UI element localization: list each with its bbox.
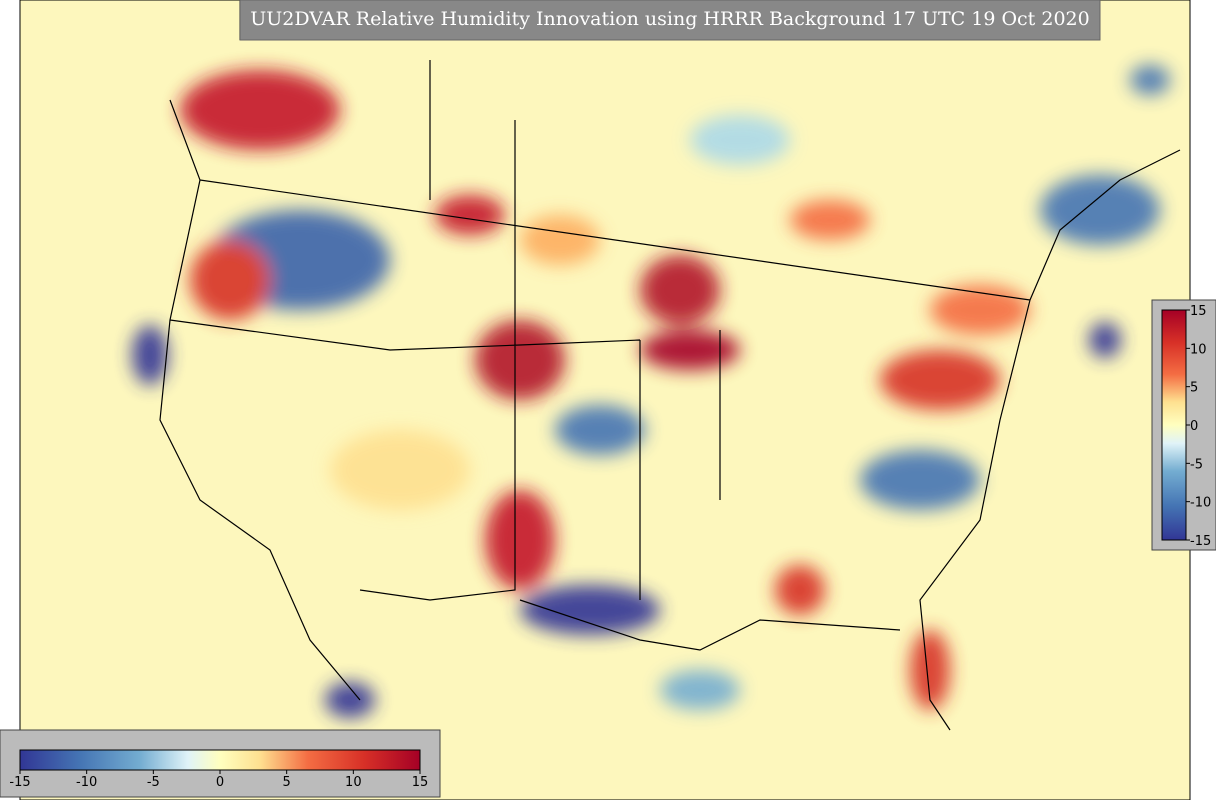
- tick-label: 15: [412, 775, 429, 790]
- boundaries: [159, 0, 1181, 731]
- humidity-field: [132, 65, 1170, 718]
- map-title: UU2DVAR Relative Humidity Innovation usi…: [250, 8, 1089, 30]
- colorbar: [19, 749, 421, 771]
- tick-label: 15: [1190, 304, 1207, 319]
- tick-label: -10: [76, 775, 97, 790]
- tick-label: -5: [1190, 457, 1203, 472]
- title-box: [239, 0, 1101, 41]
- tick-label: -10: [1190, 496, 1211, 511]
- tick-label: -15: [1190, 534, 1211, 549]
- tick-label: 5: [1190, 381, 1198, 396]
- colorbar: [1161, 309, 1187, 541]
- tick-label: -5: [147, 775, 160, 790]
- tick-label: 10: [345, 775, 362, 790]
- tick-label: 10: [1190, 342, 1207, 357]
- tick-label: 5: [283, 775, 291, 790]
- tick-label: 0: [216, 775, 224, 790]
- tick-label: -15: [9, 775, 30, 790]
- tick-label: 0: [1190, 419, 1198, 434]
